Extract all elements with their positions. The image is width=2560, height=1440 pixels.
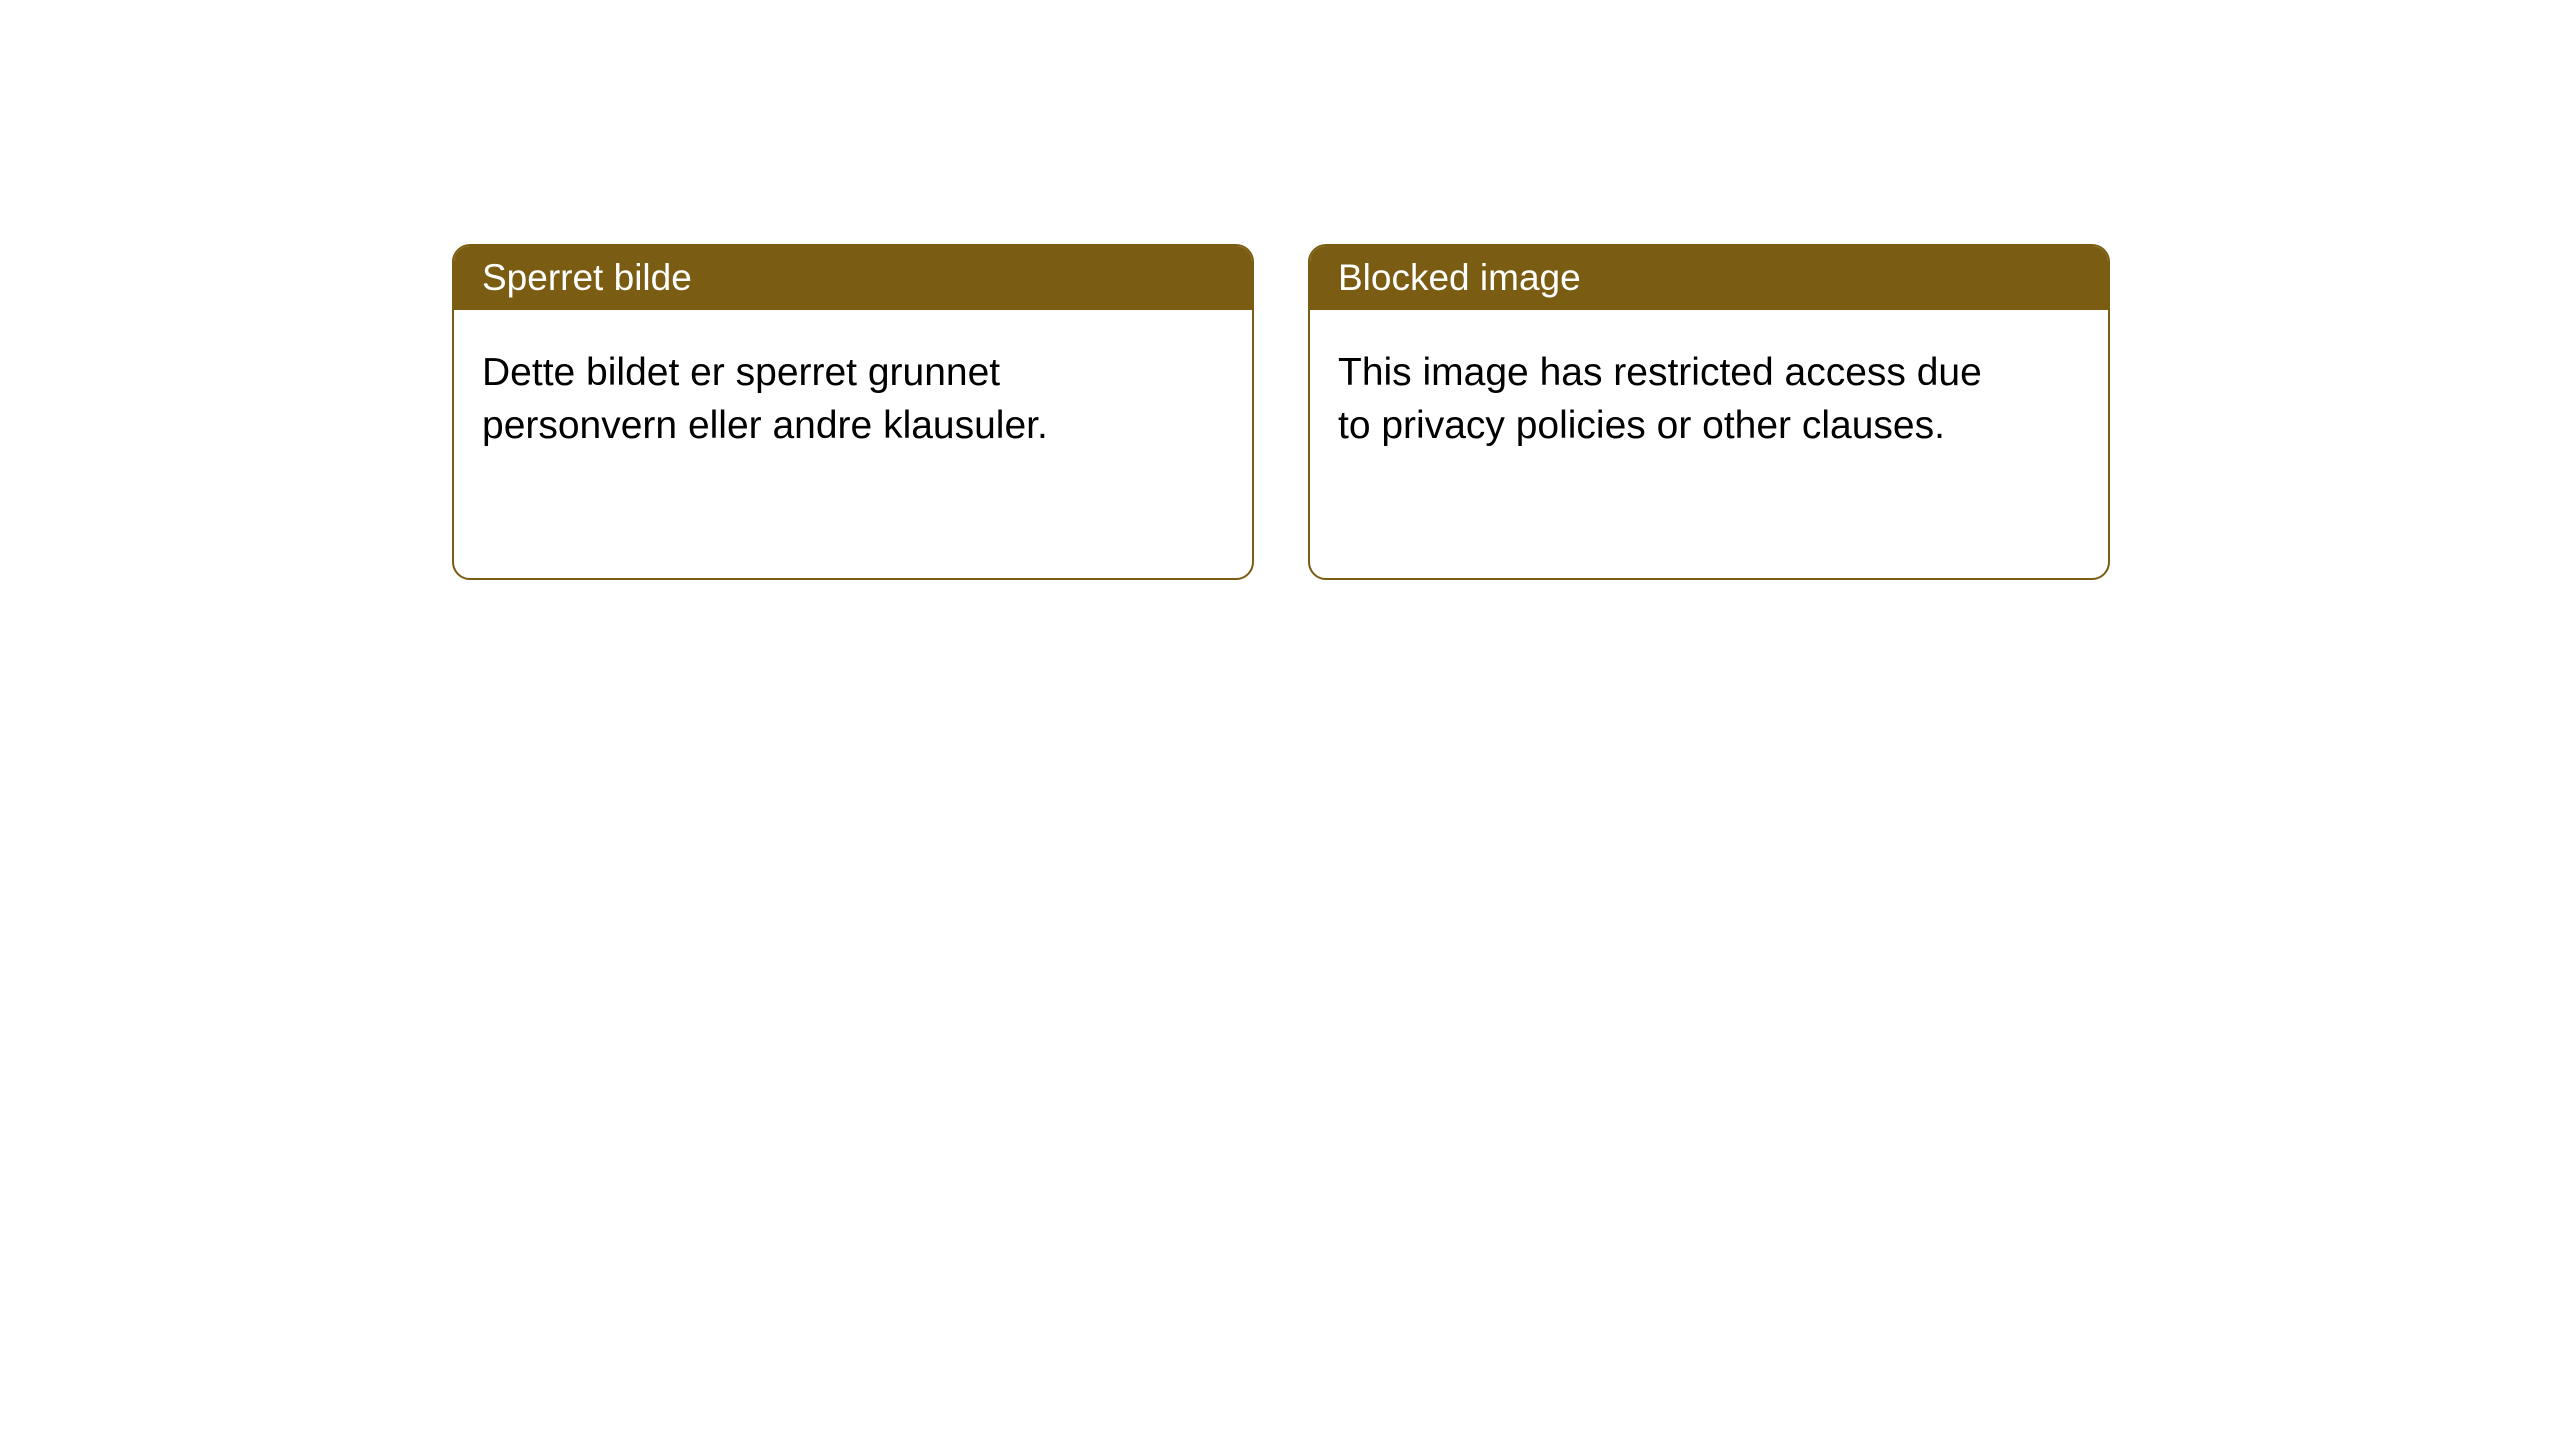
notice-card-title: Sperret bilde bbox=[454, 246, 1252, 310]
notice-cards-container: Sperret bilde Dette bildet er sperret gr… bbox=[0, 0, 2560, 580]
notice-card-title: Blocked image bbox=[1310, 246, 2108, 310]
notice-card-norwegian: Sperret bilde Dette bildet er sperret gr… bbox=[452, 244, 1254, 580]
notice-card-body: Dette bildet er sperret grunnet personve… bbox=[454, 310, 1194, 488]
notice-card-body: This image has restricted access due to … bbox=[1310, 310, 2050, 488]
notice-card-english: Blocked image This image has restricted … bbox=[1308, 244, 2110, 580]
